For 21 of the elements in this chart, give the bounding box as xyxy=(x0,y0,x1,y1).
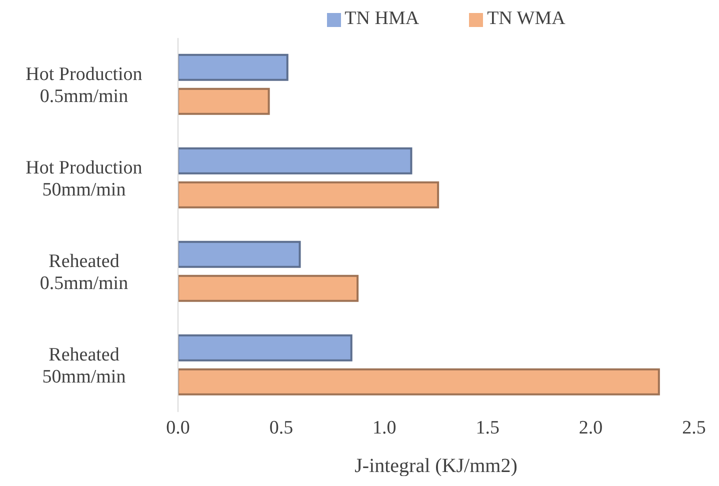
x-tick-label: 0.0 xyxy=(166,417,190,438)
x-axis-title: J-integral (KJ/mm2) xyxy=(354,455,518,477)
bar xyxy=(178,181,440,208)
y-tick-label: Reheated 0.5mm/min xyxy=(40,250,129,294)
bar xyxy=(178,274,359,302)
y-tick-label: Reheated 50mm/min xyxy=(42,344,126,388)
bar xyxy=(178,147,412,174)
bar xyxy=(178,334,352,362)
x-tick-label: 1.5 xyxy=(476,417,500,438)
bar xyxy=(178,240,301,268)
x-tick-label: 0.5 xyxy=(269,417,294,438)
bar xyxy=(178,54,288,81)
bar xyxy=(178,368,660,396)
x-tick-label: 2.5 xyxy=(682,417,706,438)
y-tick-label: Hot Production 50mm/min xyxy=(26,157,143,200)
x-tick-label: 1.0 xyxy=(372,417,396,438)
legend-label: TN WMA xyxy=(487,8,566,29)
legend-label: TN HMA xyxy=(344,8,420,29)
x-tick-label: 2.0 xyxy=(578,417,603,438)
bar xyxy=(178,88,270,115)
y-tick-label: Hot Production 0.5mm/min xyxy=(26,64,143,107)
